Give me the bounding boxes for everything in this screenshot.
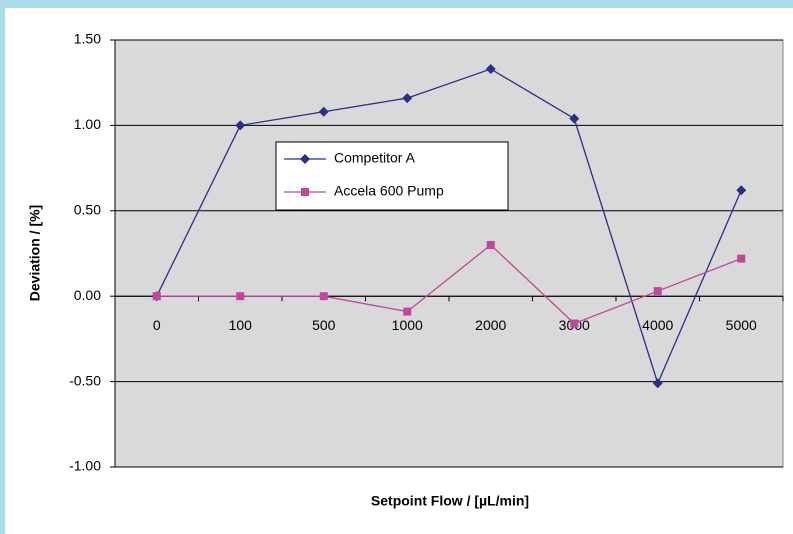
marker (235, 120, 246, 131)
marker (570, 319, 579, 328)
x-tick-label: 1000 (392, 317, 423, 333)
x-tick-label: 4000 (642, 317, 673, 333)
marker (653, 287, 662, 296)
x-axis-title: Setpoint Flow / [µL/min] (371, 493, 529, 509)
y-tick-label: 1.00 (74, 116, 101, 132)
x-tick-label: 0 (153, 317, 161, 333)
x-tick-label: 2000 (475, 317, 506, 333)
marker (486, 240, 495, 249)
series-line (156, 68, 742, 386)
y-axis-title: Deviation / [%] (27, 205, 43, 301)
series-line (156, 244, 742, 325)
x-tick-label: 100 (229, 317, 253, 333)
marker (737, 254, 746, 263)
legend: Competitor A Accela 600 Pump (275, 141, 509, 211)
marker (152, 292, 161, 301)
y-tick-label: -1.00 (69, 458, 101, 474)
marker (300, 154, 310, 164)
marker (736, 185, 747, 196)
marker (318, 106, 329, 117)
marker (301, 188, 309, 196)
legend-label: Competitor A (334, 150, 416, 166)
x-tick-label: 5000 (726, 317, 757, 333)
x-tick-label: 500 (312, 317, 336, 333)
marker (402, 93, 413, 104)
y-tick-label: 1.50 (74, 31, 101, 47)
legend-box (275, 141, 509, 211)
marker (236, 292, 245, 301)
marker (403, 307, 412, 316)
marker (569, 113, 580, 124)
marker (319, 292, 328, 301)
y-tick-label: 0.00 (74, 287, 101, 303)
marker (652, 378, 663, 389)
marker (485, 64, 496, 75)
y-tick-label: 0.50 (74, 202, 101, 218)
plot-area (114, 39, 784, 468)
legend-label: Accela 600 Pump (334, 183, 444, 199)
y-tick-label: -0.50 (69, 372, 101, 388)
